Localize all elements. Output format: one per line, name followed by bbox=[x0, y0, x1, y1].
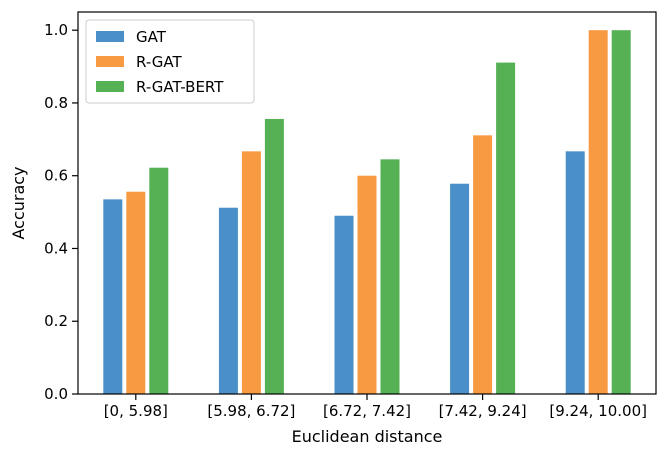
x-tick-label: [9.24, 10.00] bbox=[549, 402, 647, 420]
legend-swatch bbox=[96, 31, 124, 42]
bar-r-gat-bert-4 bbox=[611, 30, 631, 394]
x-tick-label: [5.98, 6.72] bbox=[207, 402, 295, 420]
legend-swatch bbox=[96, 81, 124, 92]
y-axis: 0.0 0.2 0.4 0.6 0.8 1.0 bbox=[44, 21, 78, 403]
y-tick-label: 0.6 bbox=[44, 167, 68, 185]
y-tick-label: 0.0 bbox=[44, 385, 68, 403]
bar-r-gat-1 bbox=[241, 151, 261, 394]
x-tick-label: [7.42, 9.24] bbox=[439, 402, 527, 420]
x-axis: [0, 5.98] [5.98, 6.72] [6.72, 7.42] [7.42, … bbox=[104, 394, 647, 420]
bar-r-gat-4 bbox=[588, 30, 608, 394]
bar-r-gat-2 bbox=[357, 175, 377, 394]
bar-r-gat-bert-2 bbox=[380, 159, 400, 394]
y-tick-label: 0.8 bbox=[44, 94, 68, 112]
legend-label: R-GAT bbox=[136, 53, 182, 71]
bar-gat-0 bbox=[103, 199, 123, 394]
bar-gat-2 bbox=[334, 215, 354, 394]
bar-gat-1 bbox=[218, 207, 238, 394]
y-tick-label: 1.0 bbox=[44, 21, 68, 39]
plot-area bbox=[103, 30, 631, 395]
x-tick-label: [6.72, 7.42] bbox=[323, 402, 411, 420]
y-tick-label: 0.2 bbox=[44, 312, 68, 330]
x-axis-label: Euclidean distance bbox=[292, 427, 443, 446]
bar-r-gat-bert-3 bbox=[496, 62, 516, 395]
bar-gat-4 bbox=[565, 151, 585, 394]
legend: GAT R-GAT R-GAT-BERT bbox=[85, 19, 255, 104]
bar-r-gat-0 bbox=[126, 191, 146, 394]
y-axis-label: Accuracy bbox=[9, 166, 28, 239]
bar-r-gat-3 bbox=[473, 135, 493, 394]
x-tick-label: [0, 5.98] bbox=[104, 402, 168, 420]
legend-label: R-GAT-BERT bbox=[136, 78, 224, 96]
bar-r-gat-bert-0 bbox=[149, 167, 169, 394]
bar-r-gat-bert-1 bbox=[264, 118, 284, 395]
legend-swatch bbox=[96, 56, 124, 67]
y-tick-label: 0.4 bbox=[44, 239, 68, 257]
legend-label: GAT bbox=[136, 28, 167, 46]
bar-gat-3 bbox=[450, 183, 470, 394]
legend-box bbox=[85, 19, 255, 104]
